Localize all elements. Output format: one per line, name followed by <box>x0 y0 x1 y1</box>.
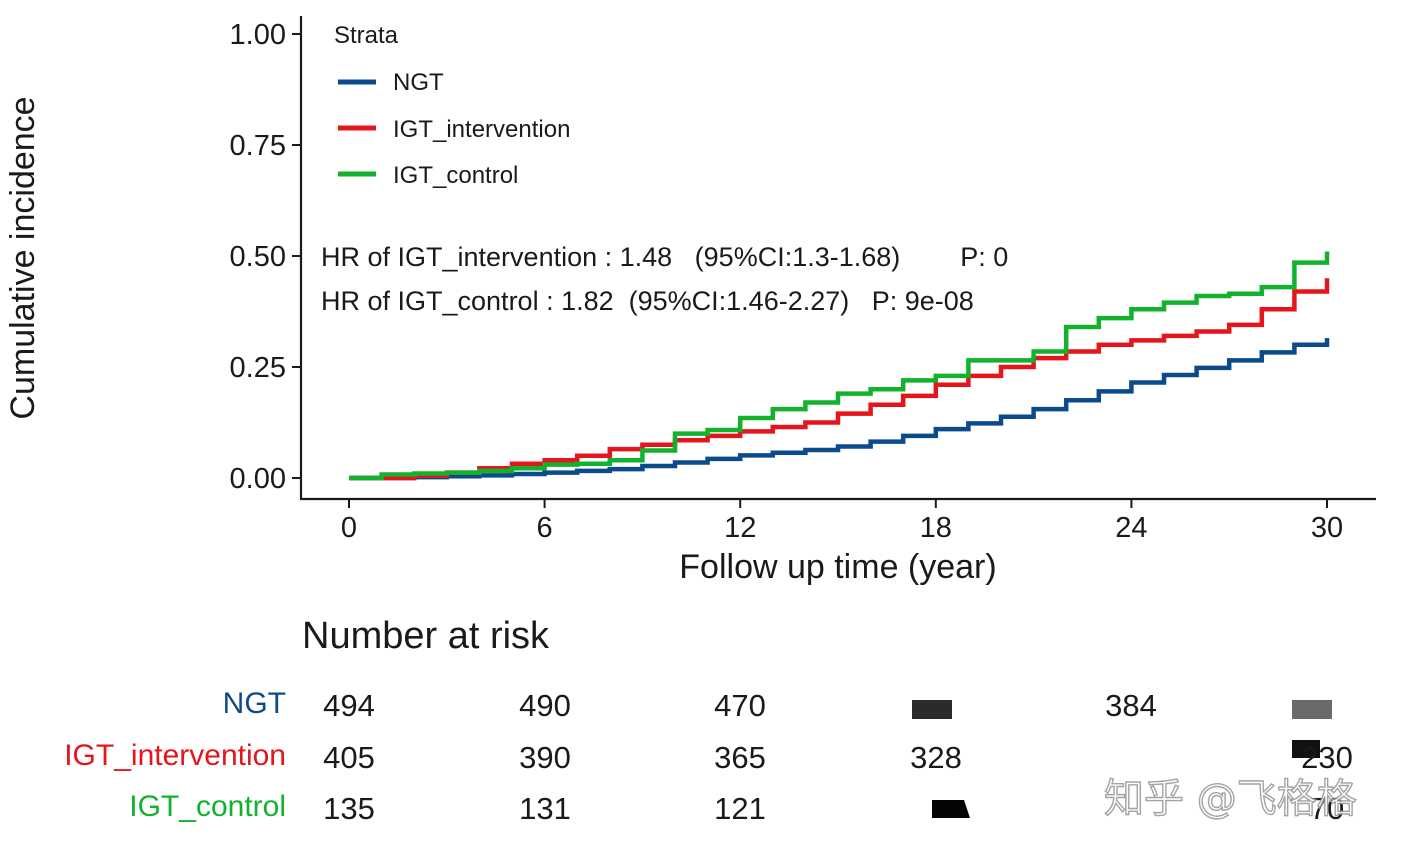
legend-title: Strata <box>334 22 399 49</box>
x-ticks: 0 6 12 18 24 30 <box>341 499 1343 544</box>
watermark: 知乎 @飞格格 <box>1104 776 1357 822</box>
risk-row-label-igt-control: IGT_control <box>129 790 286 823</box>
risk-cell: 490 <box>519 688 571 723</box>
x-axis-title: Follow up time (year) <box>679 548 996 586</box>
y-tick-label: 0.25 <box>230 352 286 384</box>
risk-cell: 494 <box>323 688 375 723</box>
curve-igt-control <box>349 251 1330 481</box>
risk-cell: 70 <box>1310 791 1344 826</box>
risk-cell: 230 <box>1301 740 1353 775</box>
legend-entry-igt-control: IGT_control <box>393 162 518 189</box>
risk-cell: 131 <box>519 791 571 826</box>
risk-cell: 135 <box>323 791 375 826</box>
redacted-cell <box>932 800 970 818</box>
y-tick-label: 1.00 <box>230 19 286 51</box>
y-ticks: 0.00 0.25 0.50 0.75 1.00 <box>230 19 301 495</box>
x-tick-label: 12 <box>724 512 756 544</box>
risk-cell: 121 <box>714 791 766 826</box>
hr-annotation-intervention: HR of IGT_intervention : 1.48 (95%CI:1.3… <box>321 242 1008 272</box>
x-tick-label: 24 <box>1115 512 1147 544</box>
hr-annotation-control: HR of IGT_control : 1.82 (95%CI:1.46-2.2… <box>321 286 974 316</box>
x-tick-label: 0 <box>341 512 357 544</box>
redacted-cell <box>1292 740 1320 758</box>
risk-row-label-ngt: NGT <box>223 687 286 720</box>
risk-cell: 384 <box>1105 688 1157 723</box>
y-tick-label: 0.00 <box>230 463 286 495</box>
curve-igt-intervention <box>349 278 1330 481</box>
curve-ngt <box>349 338 1330 481</box>
risk-table: NGT IGT_intervention IGT_control 494 490… <box>64 687 1353 826</box>
y-tick-label: 0.50 <box>230 241 286 273</box>
chart-axes: 0.00 0.25 0.50 0.75 1.00 0 6 12 18 24 30 <box>230 16 1376 544</box>
risk-table-title: Number at risk <box>302 615 550 657</box>
risk-row-label-igt-intervention: IGT_intervention <box>64 739 286 772</box>
legend: Strata NGT IGT_intervention IGT_control <box>334 22 570 189</box>
x-tick-label: 18 <box>920 512 952 544</box>
redacted-cell <box>912 700 952 719</box>
risk-cell: 470 <box>714 688 766 723</box>
risk-cell: 405 <box>323 740 375 775</box>
risk-cell: 390 <box>519 740 571 775</box>
legend-entry-ngt: NGT <box>393 69 444 96</box>
legend-entry-igt-intervention: IGT_intervention <box>393 116 570 143</box>
risk-cell: 328 <box>910 740 962 775</box>
risk-cell: 365 <box>714 740 766 775</box>
curves <box>349 251 1330 481</box>
y-axis-title: Cumulative incidence <box>4 96 42 419</box>
x-tick-label: 30 <box>1311 512 1343 544</box>
redacted-cell <box>1292 700 1332 719</box>
y-tick-label: 0.75 <box>230 130 286 162</box>
x-tick-label: 6 <box>537 512 553 544</box>
